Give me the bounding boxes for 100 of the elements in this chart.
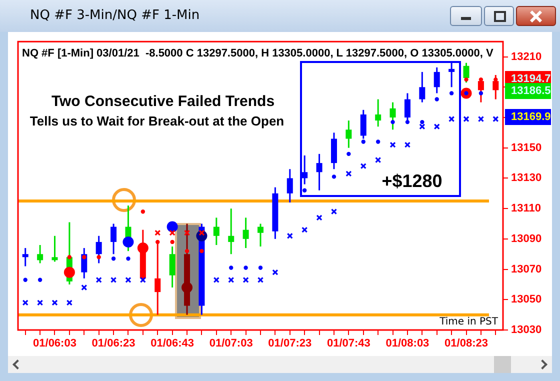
point <box>257 276 264 283</box>
point <box>200 248 204 254</box>
point <box>330 208 338 215</box>
point <box>316 214 322 221</box>
point <box>244 266 248 270</box>
y-tick-label: 13210 <box>511 50 542 63</box>
annotation: Two Consecutive Failed Trends <box>51 93 275 110</box>
candlestick <box>478 77 484 104</box>
point <box>126 256 130 261</box>
candlestick <box>434 66 440 94</box>
candlestick <box>22 247 28 267</box>
point <box>449 91 454 96</box>
candlestick <box>110 223 117 255</box>
candlestick <box>448 62 455 88</box>
candlestick <box>463 62 470 84</box>
point <box>478 91 484 96</box>
candlestick <box>258 223 264 248</box>
point <box>448 116 455 122</box>
x-tick-label: 01/07:43 <box>326 338 370 350</box>
point <box>169 230 176 236</box>
point <box>272 269 278 276</box>
candlestick <box>154 241 161 316</box>
point <box>184 248 190 254</box>
candlestick <box>419 71 426 104</box>
candlestick <box>316 153 322 192</box>
point <box>390 120 395 124</box>
point <box>478 77 484 82</box>
point <box>22 300 28 306</box>
point <box>420 120 424 124</box>
candlestick <box>390 102 396 130</box>
point <box>376 140 380 144</box>
x-tick-label: 01/06:03 <box>33 338 76 350</box>
point <box>375 156 382 164</box>
point <box>286 232 293 239</box>
point <box>140 276 146 283</box>
point <box>346 152 351 156</box>
candlestick <box>228 208 234 255</box>
point <box>404 142 411 148</box>
x-tick-label: 01/07:03 <box>209 338 253 350</box>
point <box>346 170 352 177</box>
text: 13169.9 <box>511 111 551 124</box>
y-tick-label: 13150 <box>511 142 542 154</box>
point <box>361 140 366 144</box>
point <box>38 278 42 282</box>
point <box>228 276 234 283</box>
text: NQ #F [1-Min] 03/01/21 -8.5000 C 13297.5000, H 13305.0000, L 13297.5000, O 13305.0000, V <box>22 48 494 60</box>
candlestick <box>302 154 308 186</box>
point <box>96 255 101 260</box>
point <box>302 188 307 192</box>
point <box>478 116 484 122</box>
point <box>81 284 88 291</box>
candlestick <box>286 168 293 204</box>
point <box>110 276 117 283</box>
point <box>96 276 102 283</box>
point <box>66 300 72 306</box>
y-tick-label: 13030 <box>511 324 542 336</box>
x-tick-label: 01/06:43 <box>150 338 194 350</box>
candlestick <box>96 235 102 264</box>
point <box>125 276 132 283</box>
point <box>419 124 426 130</box>
candlestick <box>242 216 249 249</box>
point <box>492 116 499 122</box>
point <box>23 278 28 282</box>
annotation: Tells us to Wait for Break-out at the Open <box>30 114 284 129</box>
x-tick-label: 01/07:23 <box>268 338 312 350</box>
text: 13186.5 <box>511 85 551 98</box>
point <box>156 240 160 244</box>
candlestick <box>81 247 88 280</box>
x-tick-label: 01/06:23 <box>92 338 136 350</box>
candlestick <box>169 246 176 288</box>
point <box>434 97 439 102</box>
point <box>170 240 174 244</box>
point <box>302 226 308 233</box>
y-tick-label: 13070 <box>511 263 542 276</box>
candlestick <box>52 235 58 262</box>
annotation: +$1280 <box>382 170 442 191</box>
chart-title: NQ #F 3-Min/NQ #F 1-Min <box>30 8 200 23</box>
point <box>111 256 116 261</box>
point <box>213 276 220 283</box>
annotation: Time in PST <box>438 316 499 328</box>
x-tick-label: 01/08:03 <box>386 338 430 350</box>
x-tick-label: 01/08:23 <box>444 338 488 350</box>
point <box>67 255 72 260</box>
candlestick <box>375 98 382 128</box>
text: 13194.7 <box>511 73 551 86</box>
point <box>140 210 146 214</box>
point <box>360 163 366 170</box>
candlestick <box>37 244 44 264</box>
point <box>229 266 234 270</box>
candlestick <box>213 216 220 246</box>
point <box>390 142 396 148</box>
point <box>464 77 468 82</box>
point <box>258 266 263 270</box>
point <box>434 124 440 130</box>
point <box>494 77 498 82</box>
point <box>52 300 58 306</box>
candlestick <box>346 120 352 149</box>
point <box>154 230 161 236</box>
y-tick-label: 13110 <box>511 202 541 215</box>
point <box>36 300 44 306</box>
